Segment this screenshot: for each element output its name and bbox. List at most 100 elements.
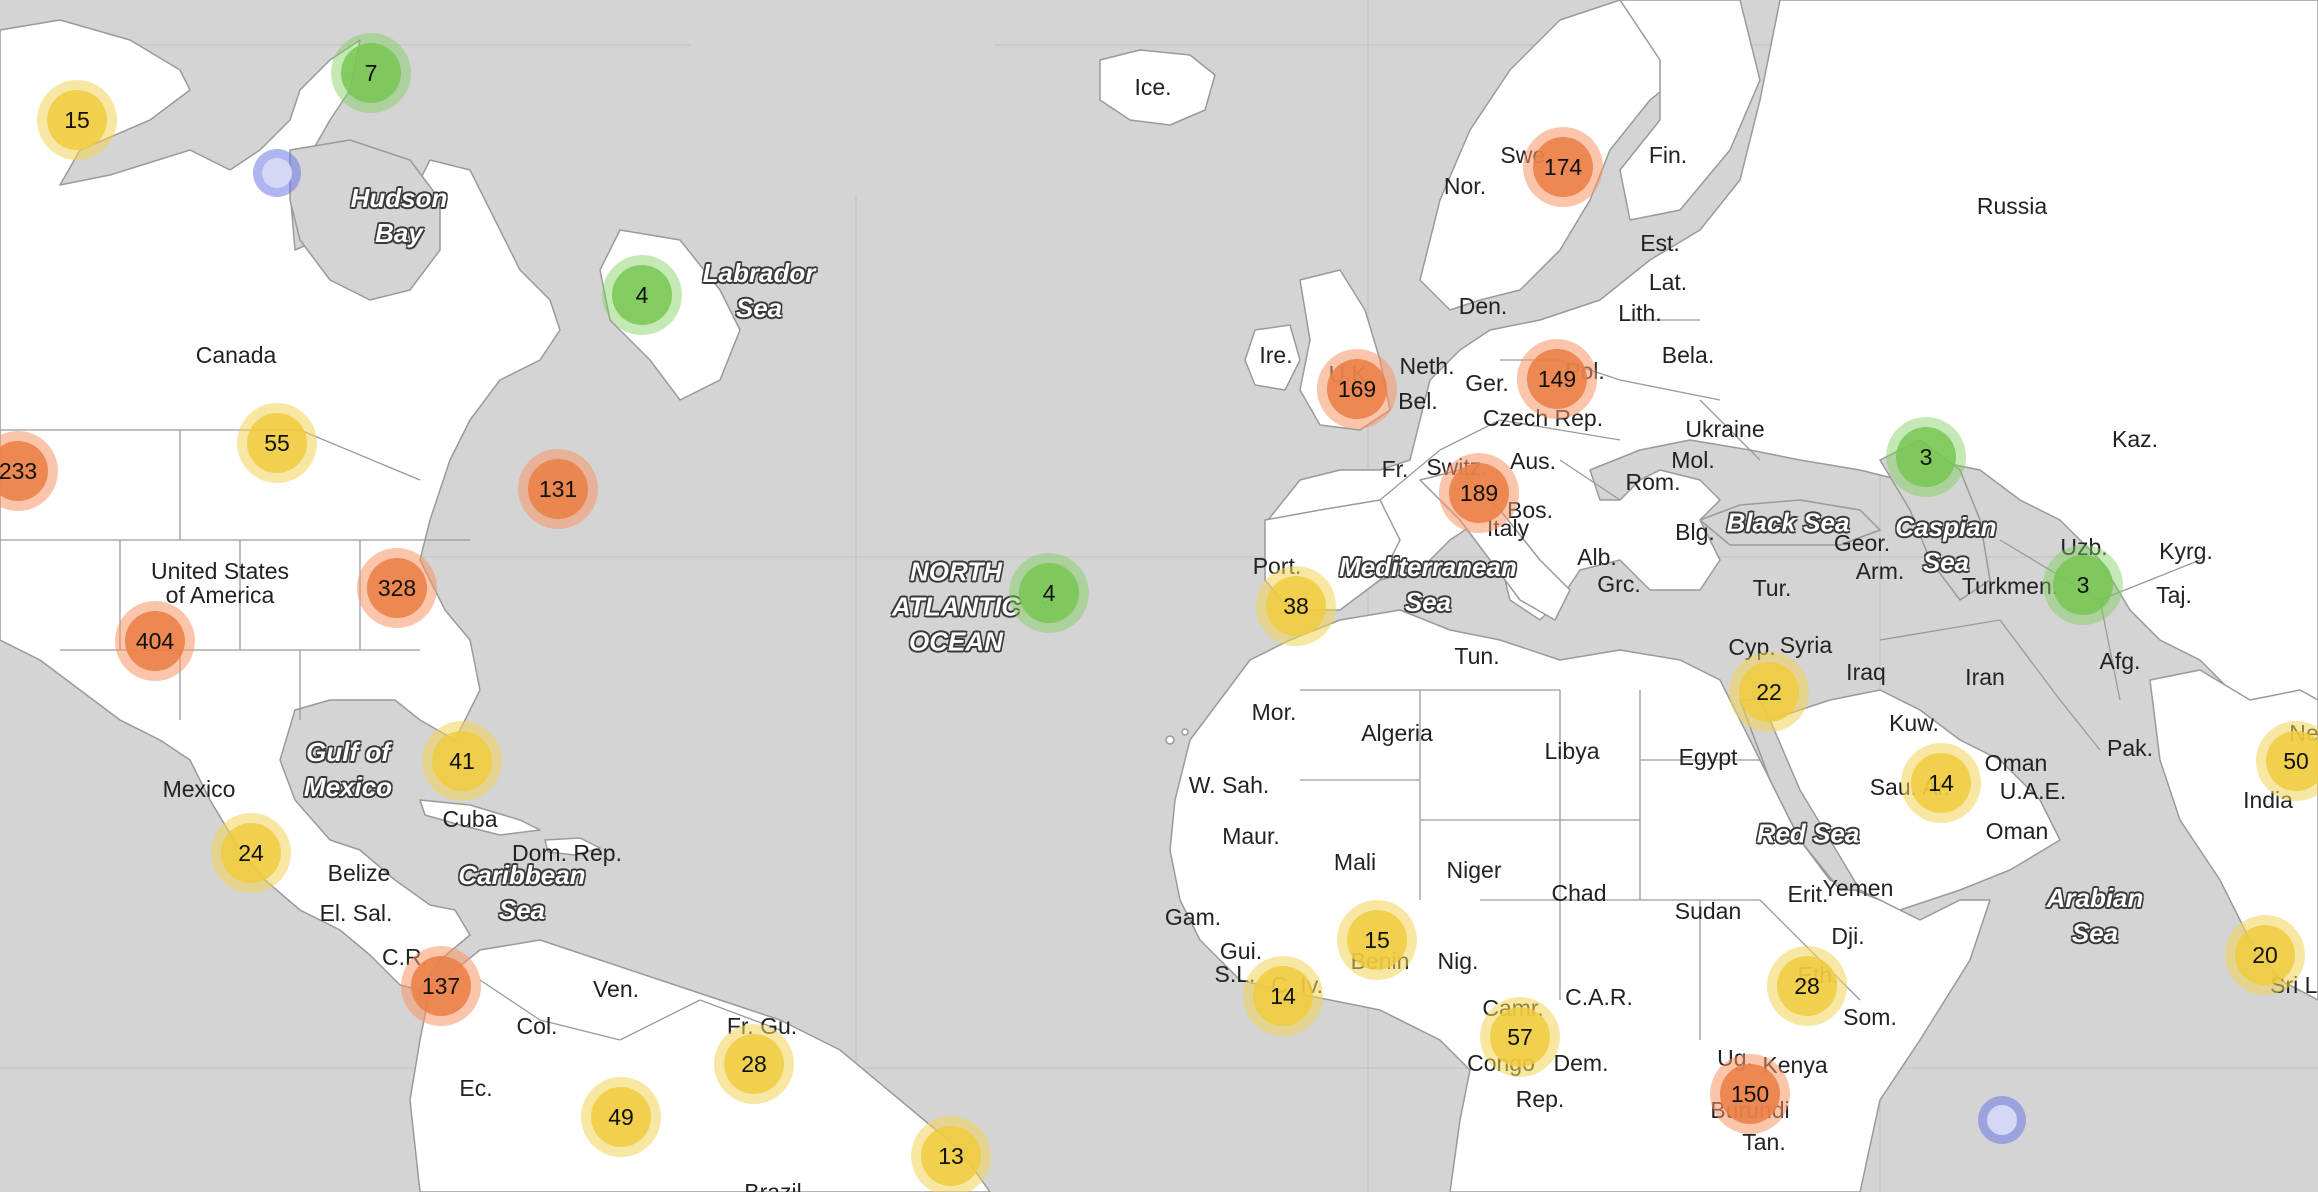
cluster-count: 3	[2053, 555, 2113, 615]
marker-cluster[interactable]: 14	[1243, 956, 1323, 1036]
country-label: El. Sal.	[319, 899, 393, 926]
country-label: Ven.	[592, 975, 640, 1002]
cluster-count: 169	[1327, 359, 1387, 419]
cluster-count: 174	[1533, 137, 1593, 197]
country-label: Ukraine	[1685, 415, 1765, 442]
marker-cluster[interactable]: 4	[602, 255, 682, 335]
country-label: Algeria	[1361, 719, 1433, 746]
cluster-count: 41	[432, 731, 492, 791]
marker-cluster[interactable]: 169	[1317, 349, 1397, 429]
country-label: Pak.	[2106, 734, 2154, 761]
country-label: Brazil	[744, 1178, 802, 1192]
marker-cluster[interactable]: 150	[1710, 1054, 1790, 1134]
sea-label: Labrador Sea	[702, 257, 816, 323]
country-label: Ire.	[1259, 341, 1293, 368]
marker-cluster[interactable]: 328	[357, 548, 437, 628]
marker-cluster[interactable]: 233	[0, 431, 58, 511]
cluster-count: 404	[125, 611, 185, 671]
marker-cluster[interactable]: 49	[581, 1077, 661, 1157]
marker-cluster[interactable]: 15	[37, 80, 117, 160]
marker-cluster[interactable]: 4	[1009, 553, 1089, 633]
cluster-count: 24	[221, 823, 281, 883]
country-label: Lith.	[1618, 299, 1662, 326]
country-label: Dom. Rep.	[512, 839, 622, 866]
cluster-count: 4	[1019, 563, 1079, 623]
marker-cluster[interactable]: 20	[2225, 915, 2305, 995]
country-label: Arm.	[1855, 557, 1905, 584]
marker-cluster[interactable]: 57	[1480, 997, 1560, 1077]
country-label: Fr.	[1381, 455, 1409, 482]
cluster-count: 3	[1896, 427, 1956, 487]
country-label: Cuba	[442, 805, 498, 832]
country-label: Taj.	[2156, 581, 2192, 608]
marker-cluster[interactable]: 3	[1886, 417, 1966, 497]
location-marker-dot	[1987, 1105, 2017, 1135]
country-label: Est.	[1640, 229, 1680, 256]
country-label: Erit.	[1787, 880, 1829, 907]
country-label: Nig.	[1437, 947, 1479, 974]
marker-cluster[interactable]: 174	[1523, 127, 1603, 207]
cluster-count: 137	[411, 956, 471, 1016]
country-label: Kuw.	[1889, 709, 1939, 736]
country-label: Gam.	[1164, 903, 1222, 930]
country-label: Yemen	[1822, 874, 1894, 901]
country-label: Sudan	[1674, 897, 1742, 924]
cluster-count: 55	[247, 413, 307, 473]
country-label: Chad	[1551, 879, 1607, 906]
country-label: Som.	[1843, 1003, 1897, 1030]
marker-cluster[interactable]: 7	[331, 33, 411, 113]
country-label: Grc.	[1597, 570, 1641, 597]
location-marker[interactable]	[253, 149, 301, 197]
location-marker-dot	[262, 158, 292, 188]
marker-cluster[interactable]: 149	[1517, 339, 1597, 419]
marker-cluster[interactable]: 22	[1729, 652, 1809, 732]
cluster-count: 22	[1739, 662, 1799, 722]
marker-cluster[interactable]: 38	[1256, 566, 1336, 646]
marker-cluster[interactable]: 28	[714, 1024, 794, 1104]
country-label: Mor.	[1251, 698, 1297, 725]
location-marker[interactable]	[1978, 1096, 2026, 1144]
marker-cluster[interactable]: 24	[211, 813, 291, 893]
cluster-count: 233	[0, 441, 48, 501]
sea-label: Arabian Sea	[2046, 882, 2144, 948]
country-label: Alb.	[1577, 543, 1617, 570]
marker-cluster[interactable]: 28	[1767, 946, 1847, 1026]
marker-cluster[interactable]: 55	[237, 403, 317, 483]
country-label: Kyrg.	[2159, 537, 2213, 564]
marker-cluster[interactable]: 404	[115, 601, 195, 681]
marker-cluster[interactable]: 15	[1337, 900, 1417, 980]
country-label: Rom.	[1625, 468, 1681, 495]
marker-cluster[interactable]: 50	[2256, 721, 2318, 801]
marker-cluster[interactable]: 41	[422, 721, 502, 801]
cluster-count: 328	[367, 558, 427, 618]
cluster-count: 14	[1911, 753, 1971, 813]
cluster-count: 7	[341, 43, 401, 103]
country-label: Niger	[1446, 856, 1502, 883]
sea-label: Black Sea	[1726, 507, 1850, 538]
marker-cluster[interactable]: 131	[518, 449, 598, 529]
sea-label: Caspian Sea	[1895, 511, 1997, 577]
country-label: W. Sah.	[1188, 771, 1270, 798]
country-label: Ec.	[459, 1074, 493, 1101]
country-label: Aus.	[1509, 447, 1557, 474]
sea-label: Gulf of Mexico	[303, 736, 393, 802]
country-label: Oman	[1984, 749, 2048, 776]
cluster-count: 28	[1777, 956, 1837, 1016]
marker-cluster[interactable]: 137	[401, 946, 481, 1026]
country-label: Russia	[1976, 192, 2048, 219]
country-label: Oman	[1985, 817, 2049, 844]
country-label: Mol.	[1671, 446, 1715, 473]
marker-cluster[interactable]: 14	[1901, 743, 1981, 823]
country-label: Mali	[1333, 848, 1377, 875]
country-label: Rep.	[1515, 1085, 1565, 1112]
marker-cluster[interactable]: 189	[1439, 453, 1519, 533]
country-label: Iraq	[1846, 658, 1886, 685]
cluster-count: 57	[1490, 1007, 1550, 1067]
country-label: Geor.	[1833, 529, 1891, 556]
marker-cluster[interactable]: 13	[911, 1116, 991, 1192]
country-label: Den.	[1458, 292, 1508, 319]
country-label: Maur.	[1222, 822, 1280, 849]
marker-cluster[interactable]: 3	[2043, 545, 2123, 625]
